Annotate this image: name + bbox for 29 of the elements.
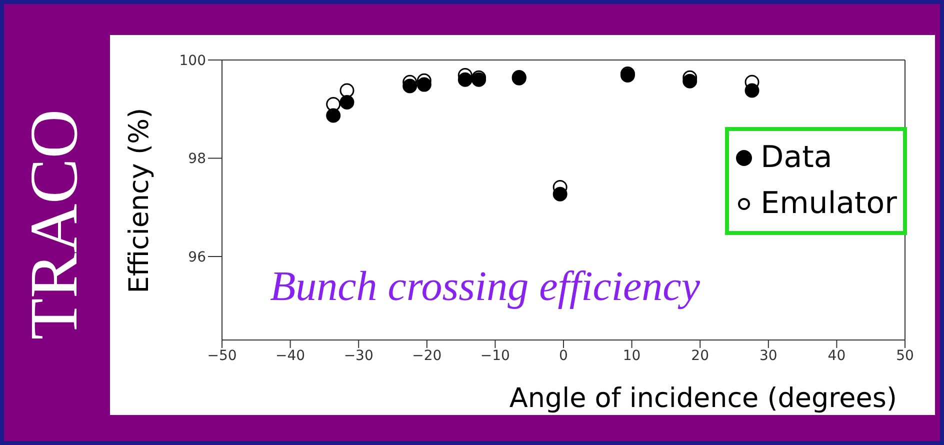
x-tick-label: 20 [691, 348, 710, 364]
point [326, 108, 341, 123]
point [744, 83, 760, 98]
point [402, 78, 418, 94]
y-tick-label: 96 [188, 249, 206, 266]
x-axis-title: Angle of incidence (degrees) [509, 383, 897, 414]
x-tick-label: −10 [480, 348, 510, 364]
legend-label: Data [760, 139, 832, 177]
x-tick-label: 10 [622, 348, 641, 364]
point [682, 74, 698, 88]
x-tick-label: 40 [828, 348, 846, 364]
x-tick-label: 50 [896, 348, 914, 364]
legend-label: Emulator [760, 185, 897, 223]
point [416, 77, 432, 92]
text: TRACO [14, 108, 92, 340]
x-tick-label: −20 [412, 348, 442, 364]
x-tick-label: 30 [759, 348, 778, 364]
x-tick-label: −30 [344, 348, 374, 364]
x-tick-label: −40 [276, 348, 306, 364]
y-tick-label: 98 [188, 151, 206, 168]
x-tick-label: −50 [207, 348, 237, 364]
point [340, 94, 354, 110]
point [458, 72, 472, 87]
x-tick-label: 0 [559, 348, 568, 364]
y-tick-label: 100 [179, 52, 206, 69]
y-axis-title: Efficiency (%) [124, 107, 156, 293]
point [552, 186, 568, 202]
annotation: Bunch crossing efficiency [270, 263, 700, 311]
point [340, 83, 354, 98]
